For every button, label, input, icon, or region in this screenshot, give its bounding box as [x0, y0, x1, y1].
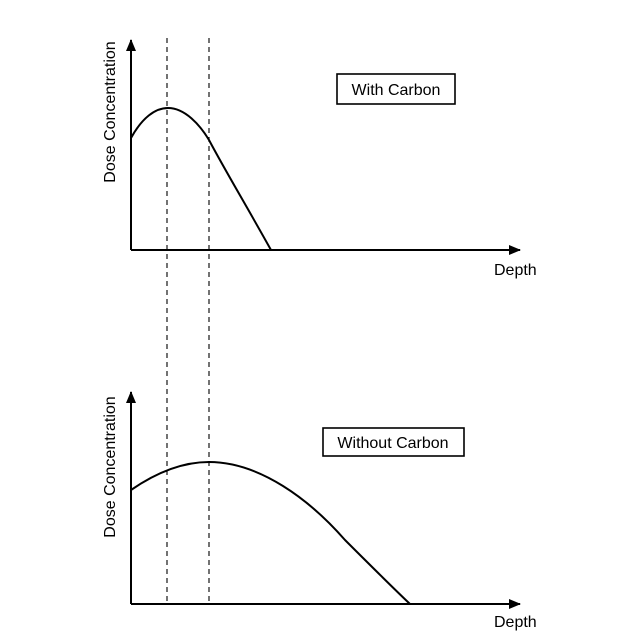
- bottom-legend-box: [322, 427, 465, 457]
- top-legend-label: With Carbon: [352, 82, 441, 99]
- bottom-panel: Dose Concentration Depth Without Carbon: [102, 391, 537, 631]
- top-x-axis-label: Depth: [494, 262, 537, 279]
- top-legend-box: [336, 73, 456, 105]
- top-y-axis-label: Dose Concentration: [102, 41, 119, 182]
- bottom-y-axis-label: Dose Concentration: [102, 396, 119, 537]
- bottom-dose-curve: [130, 460, 411, 605]
- bottom-x-axis-label: Depth: [494, 614, 537, 631]
- bottom-legend-label: Without Carbon: [337, 435, 448, 452]
- top-dose-curve: [130, 106, 272, 251]
- top-panel: Dose Concentration Depth With Carbon: [102, 39, 537, 279]
